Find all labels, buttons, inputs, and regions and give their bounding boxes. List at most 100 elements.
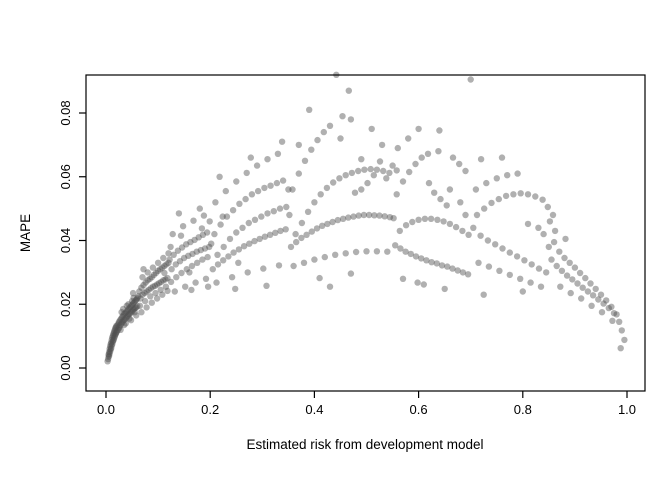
scatter-point — [131, 309, 138, 316]
scatter-point — [319, 222, 326, 229]
scatter-point — [179, 223, 187, 230]
scatter-point — [108, 345, 115, 352]
scatter-point — [334, 216, 341, 224]
scatter-point — [306, 106, 313, 114]
scatter-point — [216, 173, 223, 180]
scatter-point — [465, 231, 472, 238]
scatter-point — [120, 305, 127, 313]
scatter-point — [261, 184, 268, 192]
scatter-point — [365, 211, 373, 219]
scatter-point — [105, 353, 112, 360]
scatter-point — [119, 313, 126, 321]
scatter-point — [467, 76, 474, 83]
scatter-point — [112, 325, 119, 332]
scatter-point — [117, 321, 124, 329]
scatter-point — [435, 148, 442, 155]
scatter-point — [397, 245, 404, 252]
scatter-point — [151, 282, 159, 289]
scatter-point — [613, 311, 620, 318]
scatter-point — [235, 259, 242, 266]
scatter-point — [115, 325, 123, 332]
scatter-point — [421, 215, 429, 222]
scatter-point — [121, 321, 128, 329]
scatter-point — [473, 211, 481, 219]
scatter-point — [164, 274, 171, 282]
scatter-point — [274, 150, 282, 157]
scatter-point — [246, 240, 253, 247]
scatter-point — [409, 218, 416, 226]
scatter-point — [528, 261, 535, 268]
scatter-point — [396, 227, 403, 235]
scatter-point — [272, 229, 279, 236]
scatter-point — [273, 179, 281, 187]
scatter-point — [263, 282, 270, 289]
scatter-point — [188, 262, 196, 270]
scatter-point — [116, 317, 124, 324]
scatter-point — [308, 228, 315, 235]
scatter-point — [125, 306, 132, 313]
scatter-point — [163, 261, 170, 268]
scatter-point — [506, 271, 513, 279]
scatter-point — [428, 259, 435, 266]
scatter-point — [364, 179, 371, 187]
scatter-point — [110, 331, 117, 338]
scatter-point — [196, 205, 203, 212]
scatter-point — [108, 336, 115, 344]
scatter-point — [436, 127, 443, 134]
scatter-point — [483, 179, 490, 187]
scatter-point — [457, 199, 464, 206]
scatter-point — [201, 245, 209, 252]
scatter-point — [109, 334, 116, 341]
scatter-point — [597, 291, 605, 298]
scatter-point — [441, 285, 448, 293]
scatter-point — [164, 287, 171, 295]
scatter-point — [174, 247, 182, 254]
scatter-point — [182, 283, 189, 290]
scatter-point — [452, 223, 460, 231]
scatter-point — [202, 275, 210, 282]
scatter-point — [171, 288, 178, 295]
scatter-point — [162, 276, 169, 283]
scatter-point — [321, 253, 328, 261]
scatter-point — [617, 345, 624, 352]
scatter-point — [154, 259, 162, 266]
scatter-point — [514, 170, 521, 177]
scatter-point — [504, 172, 511, 179]
scatter-point — [304, 208, 312, 215]
scatter-point — [197, 246, 204, 254]
scatter-point — [160, 277, 167, 284]
scatter-point — [287, 243, 295, 251]
scatter-point — [256, 235, 263, 243]
scatter-point — [267, 182, 274, 189]
scatter-point — [418, 154, 425, 161]
scatter-point — [298, 219, 306, 227]
axes: 0.0 0.2 0.4 0.6 0.8 1.0 0.00 0.02 0.04 0.06 0.08 — [58, 74, 646, 417]
scatter-point — [104, 355, 112, 363]
scatter-point — [567, 289, 574, 297]
scatter-point — [373, 166, 381, 173]
scatter-point — [129, 306, 137, 314]
scatter-point — [127, 317, 135, 324]
scatter-point — [113, 329, 120, 336]
scatter-point — [123, 308, 130, 316]
scatter-point — [166, 256, 173, 263]
scatter-point — [178, 244, 186, 251]
scatter-point — [317, 191, 324, 198]
scatter-point — [124, 312, 132, 319]
scatter-point — [159, 264, 166, 271]
scatter-point — [134, 294, 141, 302]
scatter-point — [378, 141, 386, 149]
scatter-point — [290, 262, 297, 270]
scatter-point — [123, 313, 130, 321]
scatter-point — [194, 259, 201, 266]
scatter-point — [247, 154, 254, 161]
scatter-point — [579, 284, 586, 291]
scatter-point — [242, 195, 249, 203]
scatter-point — [261, 233, 269, 240]
scatter-point — [566, 259, 573, 266]
scatter-point — [170, 251, 177, 258]
scatter-point — [133, 312, 140, 319]
scatter-point — [105, 348, 113, 356]
scatter-point — [278, 138, 286, 145]
scatter-point — [477, 232, 484, 239]
